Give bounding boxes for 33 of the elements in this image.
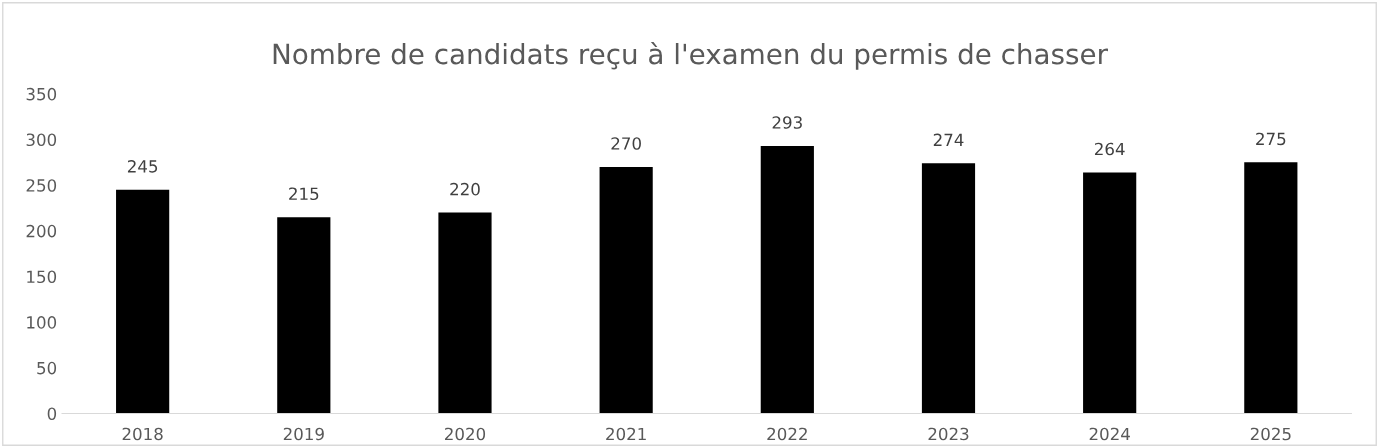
bar xyxy=(277,217,331,414)
x-tick-label: 2025 xyxy=(1250,427,1291,441)
x-tick-label: 2022 xyxy=(767,427,807,441)
data-label: 293 xyxy=(772,116,802,129)
y-tick-label: 200 xyxy=(26,224,57,238)
y-tick-label: 300 xyxy=(26,133,57,147)
x-tick-label: 2018 xyxy=(122,427,163,441)
bar xyxy=(921,163,976,414)
y-tick-label: 100 xyxy=(27,316,57,329)
bar xyxy=(760,145,814,414)
bar xyxy=(1244,162,1298,414)
data-label: 215 xyxy=(289,187,319,201)
y-tick-label: 350 xyxy=(26,87,57,101)
bar xyxy=(599,166,653,414)
x-tick-label: 2021 xyxy=(606,427,646,441)
data-label: 264 xyxy=(1094,142,1125,156)
y-tick-label: 50 xyxy=(37,361,57,375)
data-label: 220 xyxy=(450,182,480,196)
data-label: 270 xyxy=(611,137,641,150)
chart-title: Nombre de candidats reçu à l'examen du permis de chasser xyxy=(273,41,1108,70)
data-label: 274 xyxy=(933,133,964,146)
y-tick-label: 150 xyxy=(27,270,57,284)
x-tick-label: 2023 xyxy=(928,427,969,441)
bar xyxy=(1083,172,1137,414)
x-tick-label: 2020 xyxy=(444,427,486,441)
data-label: 275 xyxy=(1256,132,1286,146)
bar xyxy=(438,212,492,414)
bar xyxy=(116,189,170,414)
y-tick-label: 250 xyxy=(26,179,57,192)
x-tick-label: 2024 xyxy=(1089,427,1130,441)
y-tick-label: 0 xyxy=(47,407,57,421)
data-label: 245 xyxy=(127,160,158,173)
x-tick-label: 2019 xyxy=(283,427,324,441)
